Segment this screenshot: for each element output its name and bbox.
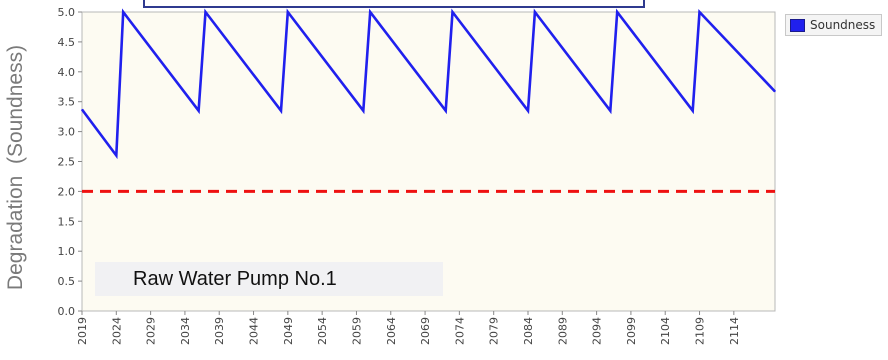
y-axis-label: Degradation (Soundness) [4, 45, 27, 290]
x-tick-label: 2019 [76, 317, 89, 345]
data-point [698, 11, 701, 13]
legend-label-soundness: Soundness [810, 18, 876, 32]
x-tick-label: 2099 [625, 317, 638, 345]
y-tick-label: 3.0 [58, 126, 76, 139]
x-tick-label: 2054 [316, 317, 329, 345]
x-tick-label: 2059 [350, 317, 363, 345]
x-tick-label: 2049 [282, 317, 295, 345]
data-point [774, 90, 776, 93]
soundness-series-line [80, 8, 776, 160]
plot-area [81, 11, 776, 312]
data-point [115, 154, 117, 157]
x-tick-label: 2069 [419, 317, 432, 345]
data-point [280, 110, 282, 112]
legend: Soundness [785, 14, 883, 36]
y-tick-label: 2.0 [58, 185, 76, 198]
x-tick-label: 2039 [213, 317, 226, 345]
legend-swatch-soundness [790, 18, 805, 32]
chart-annotation: Raw Water Pump No.1 [95, 262, 443, 296]
data-point [204, 11, 207, 13]
data-point [445, 110, 447, 112]
y-tick-label: 2.5 [58, 156, 76, 169]
title-banner [143, 0, 645, 8]
data-point [81, 108, 83, 111]
x-tick-label: 2029 [145, 317, 158, 345]
x-tick-label: 2064 [385, 317, 398, 345]
series-points [81, 11, 776, 157]
data-point [616, 11, 618, 13]
x-tick-label: 2034 [179, 317, 192, 345]
x-axis-ticks: 2019 2024 2029 2034 2039 2044 2049 2054 2059 2064… [76, 311, 741, 345]
x-tick-label: 2094 [591, 317, 604, 345]
x-tick-label: 2104 [659, 317, 672, 345]
y-axis-ticks: 0.0 0.5 1.0 1.5 2.0 2.5 3.0 3.5 4.0 4.5 5.0 [58, 6, 82, 318]
data-point [122, 11, 124, 13]
x-tick-label: 2089 [556, 317, 569, 345]
y-tick-label: 1.0 [58, 245, 76, 258]
y-tick-label: 4.5 [58, 36, 76, 49]
data-point [534, 11, 536, 13]
y-tick-label: 4.0 [58, 66, 76, 79]
data-point [527, 110, 529, 112]
data-point [609, 110, 611, 112]
x-tick-label: 2109 [694, 317, 707, 345]
data-point [362, 110, 364, 112]
x-tick-label: 2084 [522, 317, 535, 345]
x-tick-label: 2114 [728, 317, 741, 345]
data-point [287, 11, 289, 13]
data-point [451, 11, 454, 13]
data-point [198, 110, 200, 112]
y-tick-label: 3.5 [58, 96, 76, 109]
x-tick-label: 2079 [488, 317, 501, 345]
x-tick-label: 2044 [248, 317, 261, 345]
x-tick-label: 2024 [110, 317, 123, 345]
x-tick-label: 2074 [453, 317, 466, 345]
data-point [692, 110, 694, 112]
data-point [369, 11, 371, 13]
y-tick-label: 0.5 [58, 275, 76, 288]
y-tick-label: 5.0 [58, 6, 76, 19]
y-tick-label: 0.0 [58, 305, 76, 318]
y-tick-label: 1.5 [58, 215, 76, 228]
